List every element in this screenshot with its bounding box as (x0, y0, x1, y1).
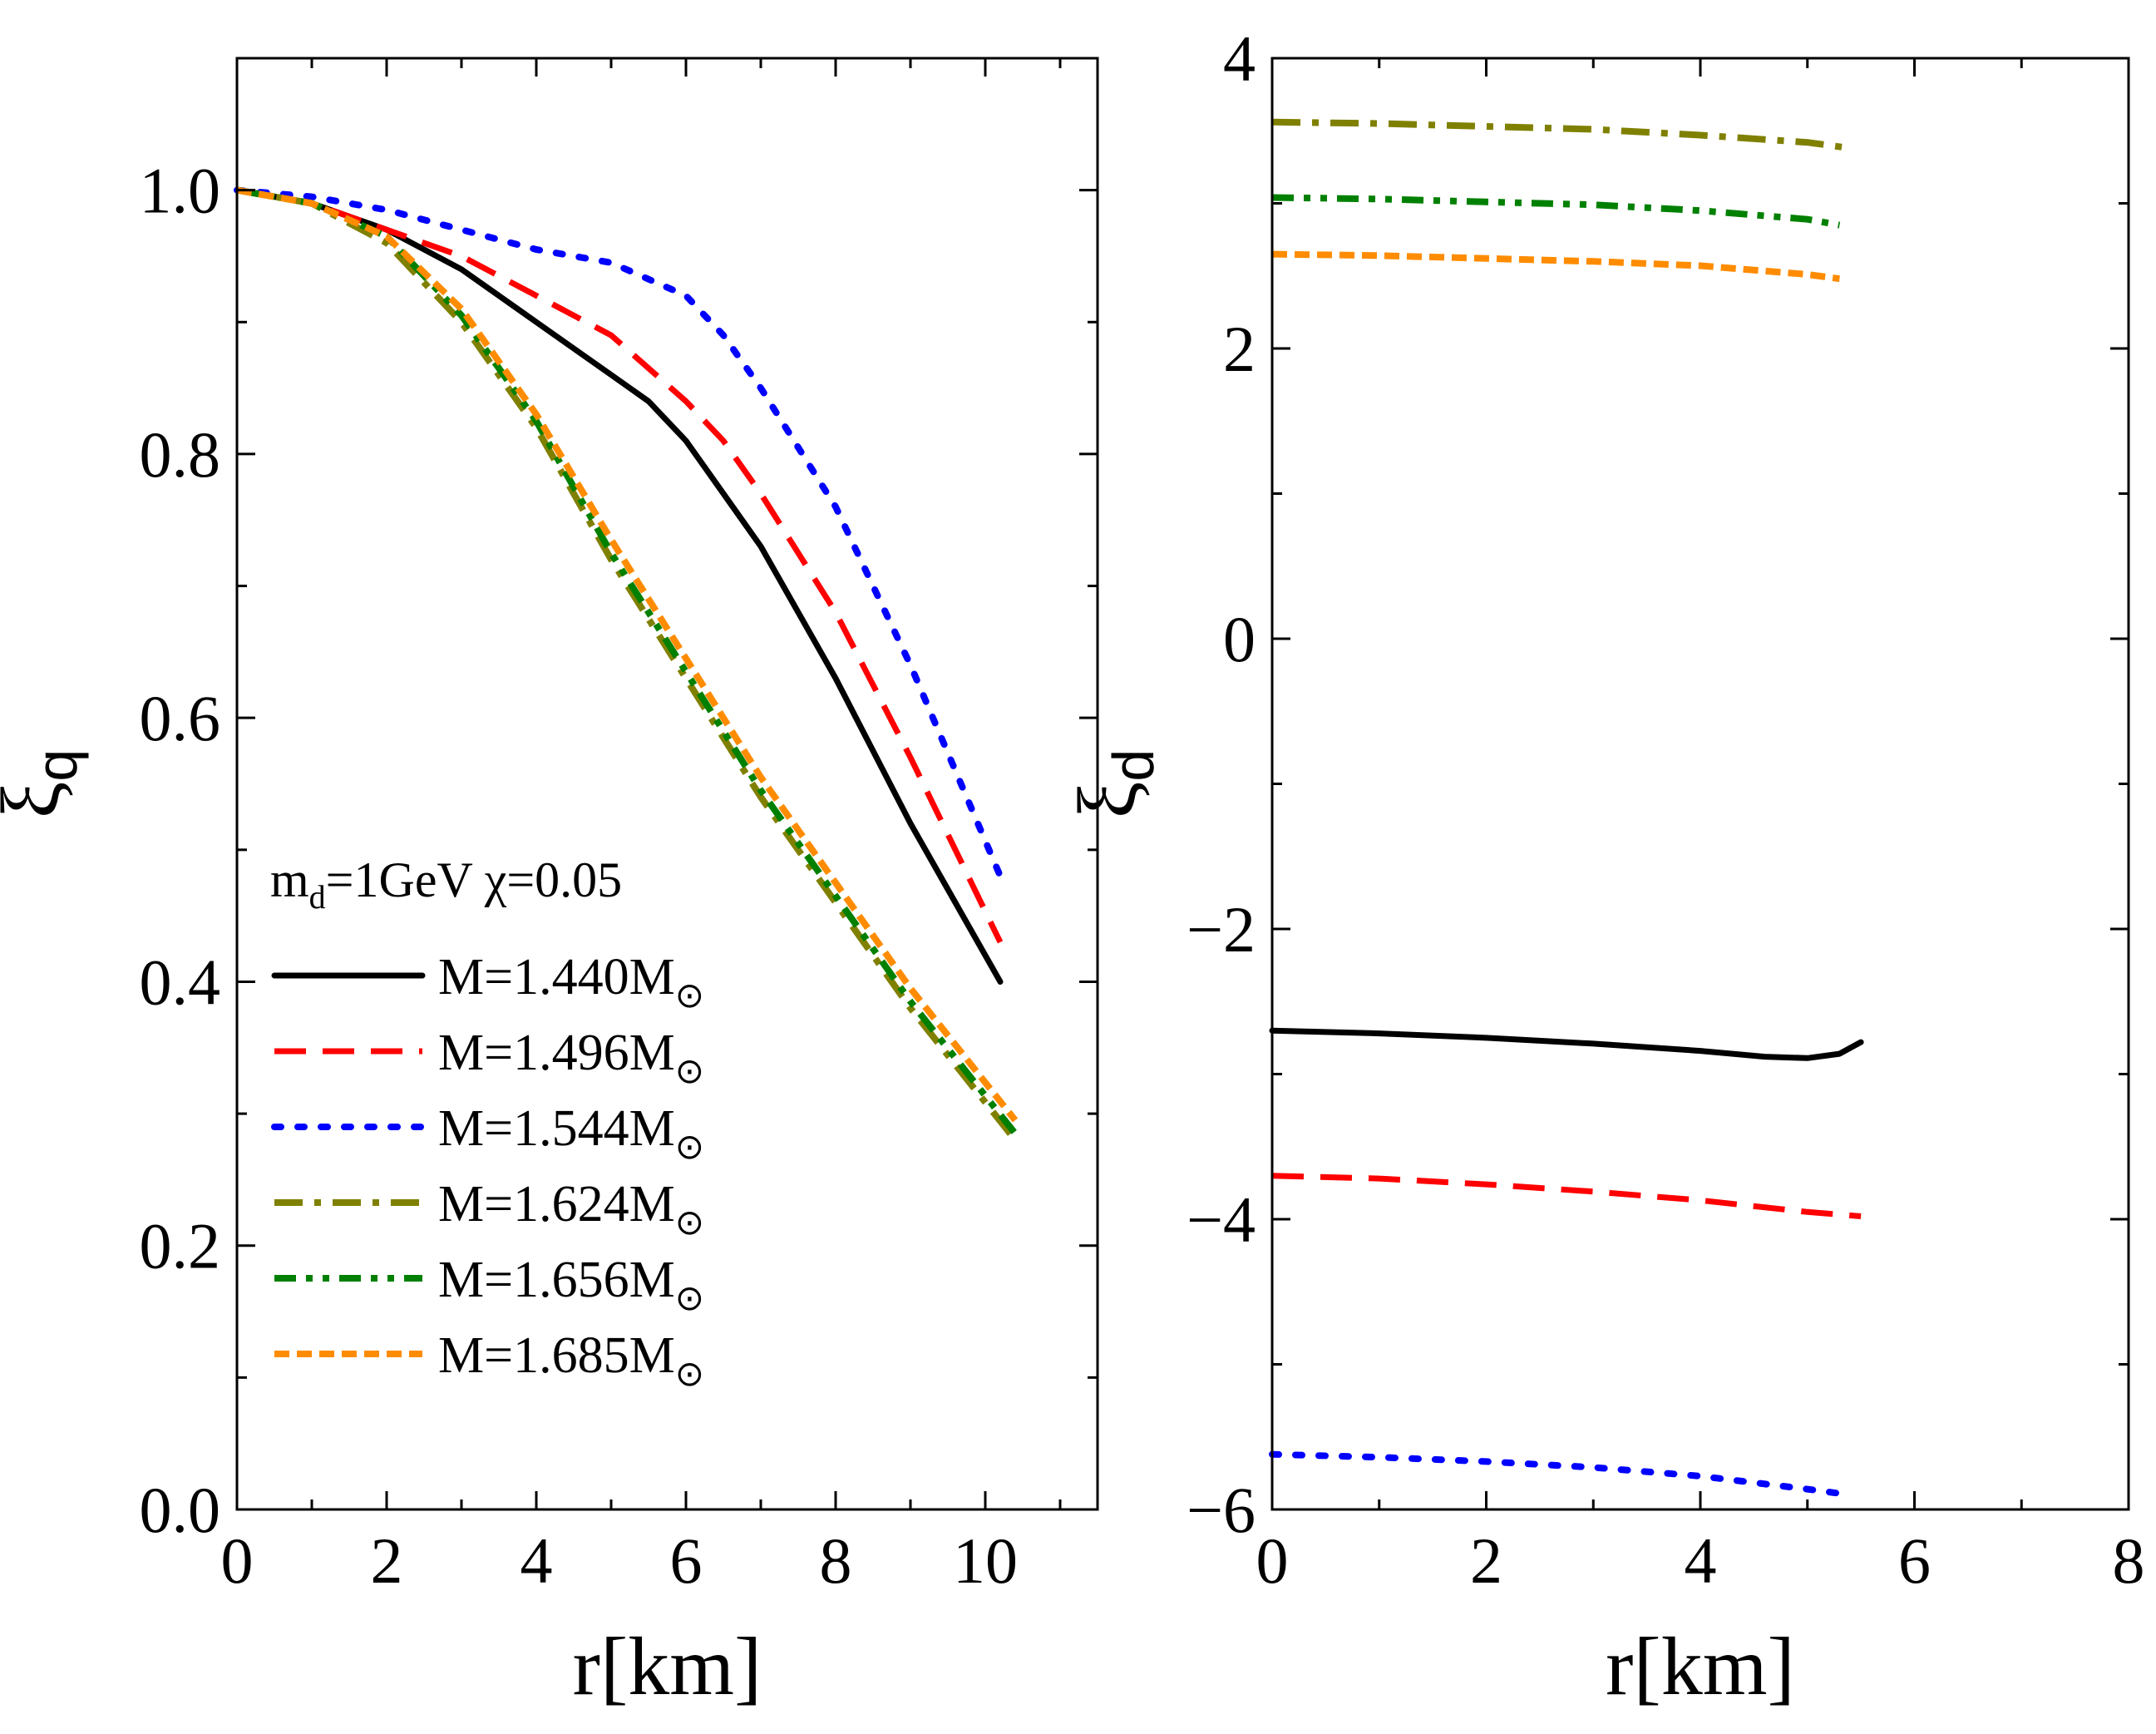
right-y-tick-label: 0 (1223, 603, 1256, 675)
legend-label-text: M=1.496M (438, 1025, 675, 1081)
left-series-4 (236, 186, 1019, 1136)
plot-frame-left (235, 57, 1099, 1511)
y-axis-label-right-sub: d (1101, 749, 1166, 782)
sun-symbol: ⊙ (675, 1353, 704, 1394)
right-series-5 (1271, 250, 1840, 283)
x-axis-label-left: r[km] (573, 1620, 762, 1712)
legend-label-4: M=1.656M⊙ (438, 1252, 704, 1318)
right-y-tick-label: 2 (1223, 313, 1256, 385)
left-x-tick-label: 4 (520, 1524, 553, 1597)
right-x-tick-label: 8 (2113, 1524, 2145, 1597)
ticks-layer-right: 0 2 4 6 8 −6 −4 −2 0 2 4 (1187, 22, 2145, 1597)
series-layer-left (234, 186, 1019, 1143)
sun-symbol: ⊙ (675, 1202, 704, 1242)
right-series-1 (1271, 1173, 1862, 1219)
legend-label-text: M=1.440M (438, 949, 675, 1005)
legend-title-rest: =1GeV χ=0.05 (326, 852, 623, 907)
right-y-tick-label: −2 (1187, 893, 1256, 966)
legend-label-text: M=1.685M (438, 1327, 675, 1384)
legend-label-text: M=1.544M (438, 1100, 675, 1157)
legend-entries: M=1.440M⊙M=1.496M⊙M=1.544M⊙M=1.624M⊙M=1.… (271, 949, 704, 1394)
legend-title-sub: d (309, 878, 326, 916)
right-series-0 (1269, 1027, 1864, 1061)
left-y-tick-label: 0.4 (140, 946, 221, 1018)
legend-label-1: M=1.496M⊙ (438, 1025, 704, 1091)
right-y-tick-label: 4 (1223, 22, 1256, 95)
left-series-0 (234, 187, 1004, 985)
legend-label-text: M=1.624M (438, 1176, 675, 1233)
right-series-4 (1271, 194, 1841, 229)
left-x-tick-label: 0 (221, 1524, 254, 1597)
right-series-2 (1269, 1450, 1854, 1499)
legend-title-main: m (270, 852, 309, 907)
panel-right: 0 2 4 6 8 −6 −4 −2 0 2 4 r[km] ξd (1061, 22, 2145, 1712)
ticks-layer-left: 0 2 4 6 8 10 0.0 0.2 0.4 0.6 0.8 1.0 (140, 57, 1098, 1597)
right-x-tick-label: 6 (1898, 1524, 1931, 1597)
legend-label-3: M=1.624M⊙ (438, 1176, 704, 1242)
left-y-tick-label: 0.8 (140, 418, 221, 491)
sun-symbol: ⊙ (675, 1277, 704, 1318)
legend-label-2: M=1.544M⊙ (438, 1100, 704, 1167)
series-layer-right (1269, 118, 1864, 1499)
left-x-tick-label: 6 (670, 1524, 703, 1597)
y-axis-label-right-main: ξ (1061, 782, 1153, 819)
y-axis-label-right: ξd (1061, 749, 1166, 819)
left-x-tick-label: 2 (371, 1524, 403, 1597)
sun-symbol: ⊙ (675, 1050, 704, 1091)
left-y-tick-label: 1.0 (140, 155, 221, 227)
y-axis-label-left: ξq (0, 749, 89, 819)
y-axis-label-left-sub: q (24, 749, 89, 782)
panel-left: 0 2 4 6 8 10 0.0 0.2 0.4 0.6 0.8 1.0 r[km] ξq (0, 57, 1099, 1712)
sun-symbol: ⊙ (675, 1126, 704, 1167)
y-axis-label-left-main: ξ (0, 782, 76, 819)
legend-title: md=1GeV χ=0.05 (270, 852, 622, 916)
right-y-tick-label: −4 (1187, 1183, 1256, 1256)
legend-label-text: M=1.656M (438, 1252, 675, 1308)
left-series-2 (234, 186, 1004, 880)
left-y-tick-label: 0.0 (140, 1474, 221, 1546)
legend-label-0: M=1.440M⊙ (438, 949, 704, 1015)
right-x-tick-label: 4 (1685, 1524, 1717, 1597)
legend: md=1GeV χ=0.05 M=1.440M⊙M=1.496M⊙M=1.544… (270, 852, 704, 1394)
plot-frame-right (1270, 57, 2130, 1511)
left-series-3 (236, 186, 1019, 1143)
right-series-3 (1271, 118, 1851, 152)
x-axis-label-right: r[km] (1606, 1620, 1795, 1712)
left-y-tick-label: 0.2 (140, 1210, 221, 1282)
left-y-tick-label: 0.6 (140, 682, 221, 754)
left-series-1 (236, 187, 1004, 944)
sun-symbol: ⊙ (675, 975, 704, 1015)
left-series-5 (236, 186, 1019, 1123)
right-x-tick-label: 2 (1470, 1524, 1502, 1597)
left-x-tick-label: 8 (820, 1524, 852, 1597)
legend-label-5: M=1.685M⊙ (438, 1327, 704, 1394)
right-x-tick-label: 0 (1256, 1524, 1289, 1597)
right-y-tick-label: −6 (1187, 1474, 1256, 1546)
left-x-tick-label: 10 (953, 1524, 1018, 1597)
